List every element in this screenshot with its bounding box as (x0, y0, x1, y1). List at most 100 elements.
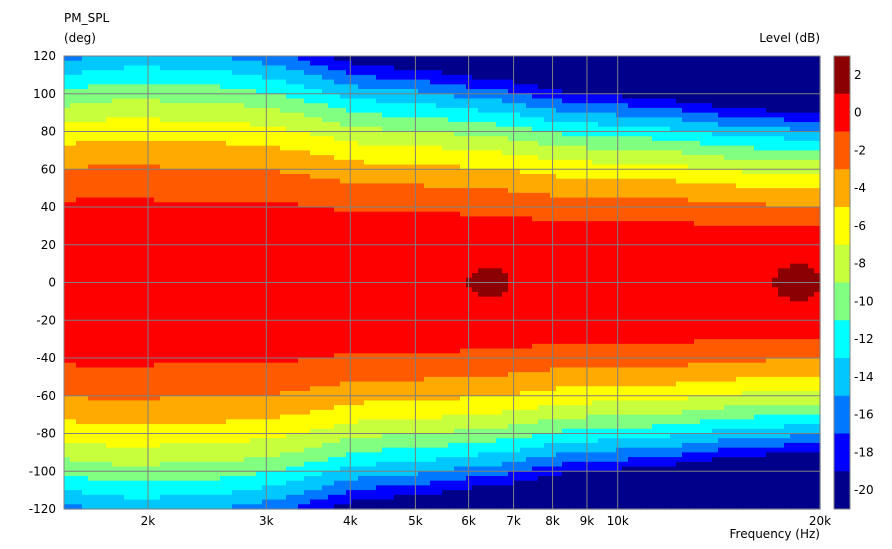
heatmap-cell (160, 339, 167, 345)
heatmap-cell (70, 339, 77, 345)
heatmap-cell (130, 372, 137, 378)
heatmap-cell (148, 447, 155, 453)
heatmap-cell (370, 296, 377, 302)
heatmap-cell (178, 207, 185, 213)
heatmap-cell (322, 353, 329, 359)
heatmap-cell (100, 235, 107, 241)
heatmap-cell (172, 419, 179, 425)
heatmap-cell (358, 461, 365, 468)
heatmap-cell (106, 136, 113, 142)
heatmap-cell (154, 400, 161, 406)
heatmap-cell (352, 442, 359, 449)
heatmap-cell (304, 339, 311, 345)
heatmap-cell (118, 112, 125, 118)
heatmap-cell (286, 150, 293, 156)
heatmap-cell (190, 461, 197, 468)
heatmap-cell (106, 192, 113, 199)
heatmap-cell (268, 249, 275, 255)
heatmap-cell (244, 89, 251, 95)
heatmap-cell (226, 320, 233, 326)
heatmap-cell (160, 447, 167, 453)
heatmap-cell (196, 258, 203, 265)
heatmap-cell (262, 178, 269, 185)
heatmap-cell (268, 287, 275, 293)
heatmap-cell (220, 268, 227, 274)
heatmap-cell (76, 277, 83, 284)
heatmap-cell (226, 334, 233, 340)
heatmap-cell (286, 433, 293, 439)
heatmap-cell (316, 310, 323, 317)
heatmap-cell (166, 466, 173, 472)
heatmap-cell (268, 60, 275, 67)
heatmap-cell (214, 315, 221, 321)
heatmap-cell (202, 240, 209, 246)
heatmap-cell (208, 400, 215, 406)
heatmap-cell (358, 395, 365, 402)
heatmap-cell (328, 405, 335, 411)
heatmap-cell (364, 56, 371, 62)
heatmap-cell (112, 320, 119, 326)
heatmap-cell (106, 310, 113, 317)
heatmap-cell (208, 202, 215, 208)
heatmap-cell (334, 93, 341, 100)
heatmap-cell (118, 504, 125, 510)
heatmap-cell (64, 381, 71, 387)
heatmap-cell (124, 329, 131, 336)
heatmap-cell (100, 225, 107, 232)
heatmap-cell (124, 230, 131, 236)
heatmap-cell (244, 258, 251, 265)
heatmap-cell (166, 329, 173, 336)
heatmap-cell (268, 263, 275, 269)
heatmap-cell (124, 107, 131, 114)
heatmap-cell (352, 70, 359, 76)
heatmap-cell (250, 282, 257, 288)
heatmap-cell (202, 277, 209, 284)
heatmap-cell (112, 164, 119, 170)
heatmap-cell (178, 428, 185, 435)
heatmap-cell (172, 395, 179, 402)
heatmap-cell (256, 150, 263, 156)
heatmap-cell (298, 240, 305, 246)
heatmap-cell (130, 391, 137, 397)
heatmap-cell (328, 164, 335, 170)
heatmap-cell (280, 324, 287, 331)
heatmap-cell (196, 499, 203, 505)
heatmap-cell (340, 140, 347, 147)
heatmap-cell (88, 74, 95, 81)
heatmap-cell (220, 329, 227, 336)
heatmap-cell (112, 310, 119, 317)
heatmap-cell (202, 466, 209, 472)
heatmap-cell (118, 461, 125, 468)
heatmap-cell (370, 173, 377, 180)
heatmap-cell (232, 117, 239, 123)
heatmap-cell (82, 84, 89, 90)
heatmap-cell (334, 225, 341, 232)
heatmap-cell (82, 126, 89, 133)
heatmap-cell (274, 409, 281, 416)
heatmap-cell (112, 343, 119, 350)
heatmap-cell (208, 471, 215, 477)
heatmap-cell (262, 424, 269, 430)
heatmap-cell (286, 126, 293, 133)
heatmap-cell (124, 140, 131, 147)
heatmap-cell (208, 306, 215, 312)
heatmap-cell (232, 131, 239, 137)
heatmap-cell (364, 254, 371, 260)
heatmap-cell (370, 89, 377, 95)
heatmap-cell (268, 291, 275, 298)
heatmap-cell (70, 93, 77, 100)
heatmap-cell (256, 310, 263, 317)
heatmap-cell (292, 216, 299, 222)
heatmap-cell (238, 466, 245, 472)
heatmap-cell (130, 306, 137, 312)
heatmap-cell (202, 320, 209, 326)
heatmap-cell (340, 504, 347, 510)
heatmap-cell (352, 324, 359, 331)
heatmap-cell (130, 461, 137, 468)
heatmap-cell (364, 367, 371, 373)
heatmap-cell (220, 334, 227, 340)
heatmap-cell (76, 221, 83, 227)
heatmap-cell (310, 367, 317, 373)
heatmap-cell (190, 452, 197, 458)
heatmap-cell (286, 367, 293, 373)
